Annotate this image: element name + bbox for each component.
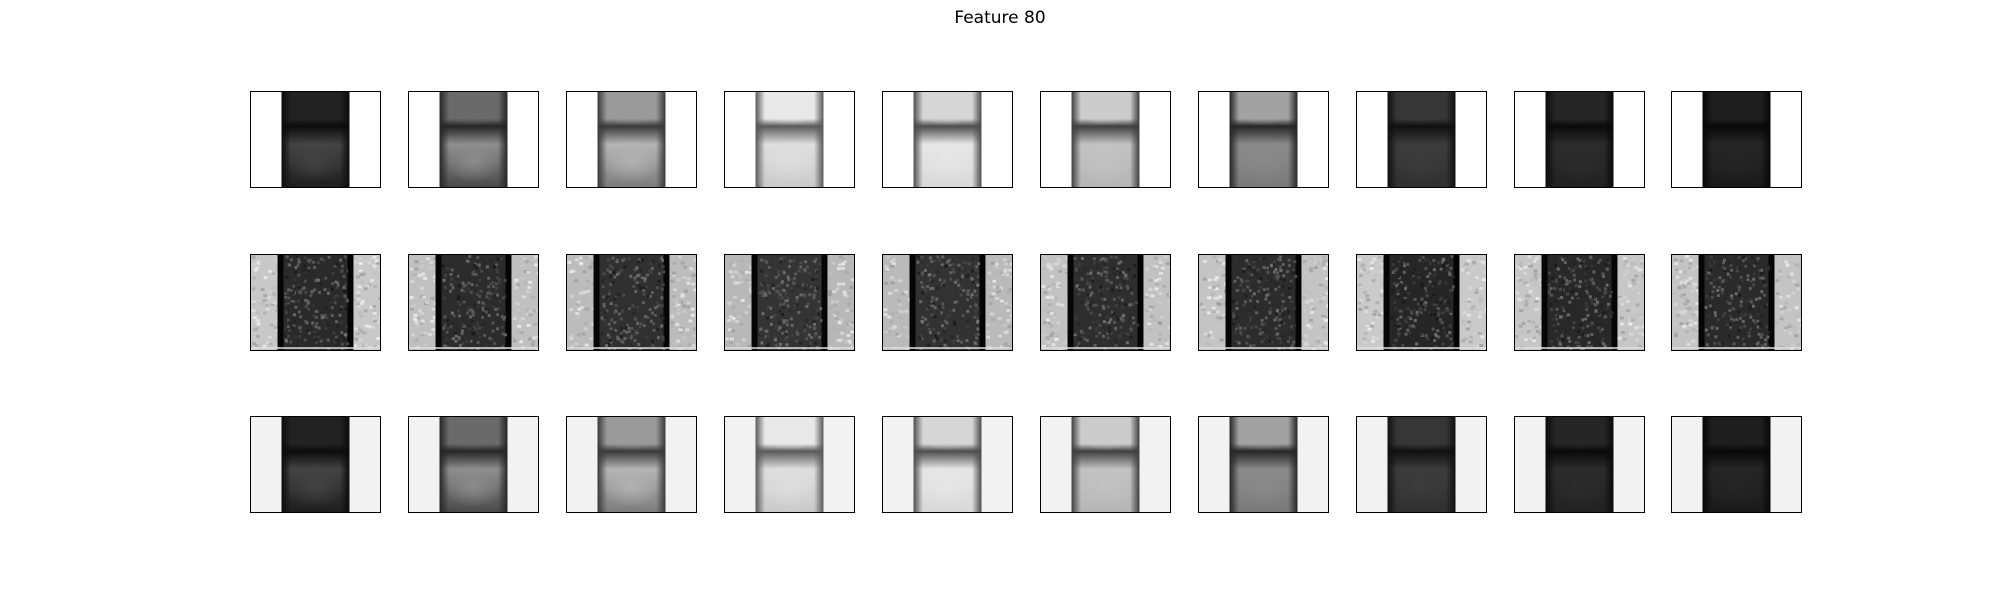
feature-map-image [1515,92,1644,187]
feature-map-panel [724,254,855,351]
feature-map-image [725,417,854,512]
feature-map-image [567,417,696,512]
feature-map-panel [408,91,539,188]
feature-map-panel [566,91,697,188]
feature-map-image [883,417,1012,512]
feature-map-panel [1356,416,1487,513]
feature-map-image [409,417,538,512]
feature-map-image [1041,255,1170,350]
feature-map-panel [408,416,539,513]
feature-map-panel [1356,254,1487,351]
feature-map-panel [250,416,381,513]
figure-title: Feature 80 [954,8,1046,28]
feature-map-image [725,92,854,187]
feature-map-image [1199,255,1328,350]
feature-map-panel [724,91,855,188]
feature-map-panel [1040,254,1171,351]
feature-map-panel [1514,91,1645,188]
feature-map-panel [1198,254,1329,351]
feature-map-panel [1040,416,1171,513]
feature-map-image [1357,417,1486,512]
feature-map-panel [1514,416,1645,513]
feature-map-image [409,92,538,187]
feature-map-panel [1198,416,1329,513]
feature-map-image [409,255,538,350]
feature-map-panel [1514,254,1645,351]
feature-map-image [883,92,1012,187]
feature-map-image [1357,92,1486,187]
feature-map-panel [250,254,381,351]
feature-map-image [1672,255,1801,350]
feature-map-panel [1040,91,1171,188]
feature-map-image [1041,417,1170,512]
feature-map-image [1357,255,1486,350]
feature-map-panel [566,254,697,351]
feature-map-image [251,417,380,512]
feature-map-image [1199,92,1328,187]
feature-map-image [567,92,696,187]
feature-map-panel [1671,416,1802,513]
feature-map-panel [882,416,1013,513]
feature-map-panel [1671,91,1802,188]
feature-map-image [1041,92,1170,187]
feature-map-panel [882,254,1013,351]
feature-map-panel [408,254,539,351]
feature-map-image [1199,417,1328,512]
feature-map-panel [1671,254,1802,351]
feature-map-panel [724,416,855,513]
feature-map-image [567,255,696,350]
feature-map-panel [1356,91,1487,188]
feature-map-image [251,92,380,187]
feature-map-panel [1198,91,1329,188]
feature-map-image [1515,417,1644,512]
feature-map-image [725,255,854,350]
feature-map-image [883,255,1012,350]
feature-map-panel [882,91,1013,188]
feature-map-image [1672,417,1801,512]
feature-map-image [1672,92,1801,187]
feature-map-panel [566,416,697,513]
feature-map-image [251,255,380,350]
feature-map-image [1515,255,1644,350]
feature-map-panel [250,91,381,188]
